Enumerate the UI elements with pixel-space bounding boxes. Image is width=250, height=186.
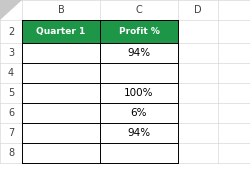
Text: 100%: 100%: [124, 88, 153, 98]
Text: 4: 4: [8, 68, 14, 78]
Bar: [22, 20, 100, 43]
Text: 3: 3: [8, 48, 14, 58]
Text: C: C: [135, 5, 142, 15]
Text: 6: 6: [8, 108, 14, 118]
Text: 6%: 6%: [130, 108, 147, 118]
Text: D: D: [194, 5, 201, 15]
Text: 7: 7: [8, 128, 14, 138]
Text: 2: 2: [8, 26, 14, 36]
Text: Quarter 1: Quarter 1: [36, 27, 85, 36]
Text: B: B: [58, 5, 64, 15]
Text: 5: 5: [8, 88, 14, 98]
Text: 8: 8: [8, 148, 14, 158]
Text: Profit %: Profit %: [118, 27, 159, 36]
Text: 94%: 94%: [127, 128, 150, 138]
Bar: [100, 20, 177, 43]
Text: 94%: 94%: [127, 48, 150, 58]
Polygon shape: [0, 0, 22, 20]
